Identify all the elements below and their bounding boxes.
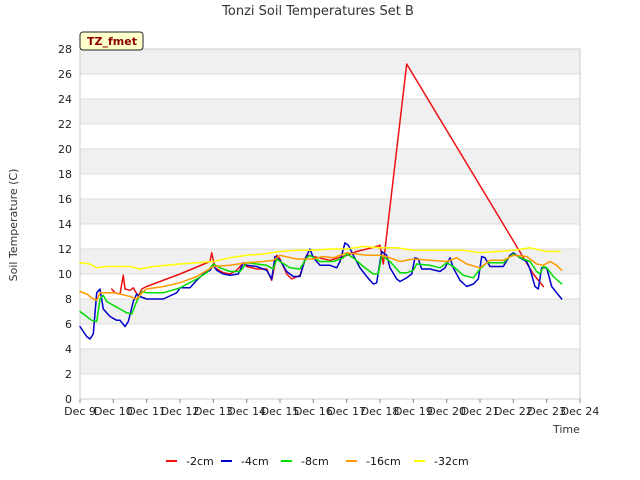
y-tick-label: 8: [65, 293, 72, 306]
y-tick-label: 18: [58, 168, 72, 181]
y-tick-label: 12: [58, 243, 72, 256]
grid-band: [80, 224, 580, 249]
y-tick-label: 24: [58, 93, 72, 106]
chart-title: Tonzi Soil Temperatures Set B: [221, 4, 414, 19]
plot-border: [79, 48, 581, 400]
legend-label: -16cm: [366, 455, 401, 468]
series-line-minus-16cm: [79, 252, 563, 302]
badge: TZ_fmet: [79, 31, 144, 51]
grid-band: [80, 149, 580, 174]
grid-band: [80, 324, 580, 349]
x-tick-label: Dec 15: [261, 405, 300, 418]
x-tick-label: Dec 9: [64, 405, 96, 418]
legend-label: -2cm: [186, 455, 214, 468]
x-tick-label: Dec 14: [227, 405, 266, 418]
grid-band: [80, 349, 580, 374]
x-tick-label: Dec 18: [361, 405, 400, 418]
legend-label: -8cm: [301, 455, 329, 468]
x-tick-label: Dec 16: [294, 405, 333, 418]
x-tick-label: Dec 23: [527, 405, 566, 418]
badge-box: [79, 31, 144, 51]
y-tick-label: 4: [65, 343, 72, 356]
x-axis-label: Time: [552, 423, 580, 436]
series-lines: [79, 63, 563, 340]
grid-band: [80, 299, 580, 324]
badge-label: TZ_fmet: [87, 35, 137, 48]
grid-band: [80, 274, 580, 299]
y-tick-label: 16: [58, 193, 72, 206]
x-tick-label: Dec 20: [427, 405, 466, 418]
y-tick-label: 10: [58, 268, 72, 281]
grid-band: [80, 174, 580, 199]
x-tick-label: Dec 19: [394, 405, 433, 418]
y-tick-label: 14: [58, 218, 72, 231]
x-tick-label: Dec 10: [94, 405, 133, 418]
x-tick-label: Dec 24: [561, 405, 600, 418]
x-tick-label: Dec 12: [161, 405, 200, 418]
y-tick-label: 26: [58, 68, 72, 81]
grid-bands: [79, 48, 581, 400]
y-tick-label: 20: [58, 143, 72, 156]
legend-label: -32cm: [434, 455, 469, 468]
series-line-minus-2cm: [110, 63, 545, 298]
x-tick-label: Dec 13: [194, 405, 233, 418]
grid-band: [80, 99, 580, 124]
x-tick-label: Dec 11: [127, 405, 166, 418]
grid-band: [80, 74, 580, 99]
grid-band: [80, 124, 580, 149]
grid-band: [80, 374, 580, 399]
y-tick-label: 22: [58, 118, 72, 131]
y-tick-label: 2: [65, 368, 72, 381]
grid-band: [80, 49, 580, 74]
series-line-minus-32cm: [79, 245, 561, 270]
x-tick-label: Dec 21: [461, 405, 500, 418]
legend: -2cm -4cm -8cm -16cm -32cm: [166, 455, 469, 468]
grid-band: [80, 199, 580, 224]
y-axis-label: Soil Temperature (C): [7, 169, 20, 282]
x-tick-label: Dec 17: [327, 405, 366, 418]
legend-label: -4cm: [241, 455, 269, 468]
series-line-minus-8cm: [79, 253, 563, 323]
y-tick-label: 6: [65, 318, 72, 331]
y-tick-label: 0: [65, 393, 72, 406]
y-tick-label: 28: [58, 43, 72, 56]
x-tick-label: Dec 22: [494, 405, 533, 418]
